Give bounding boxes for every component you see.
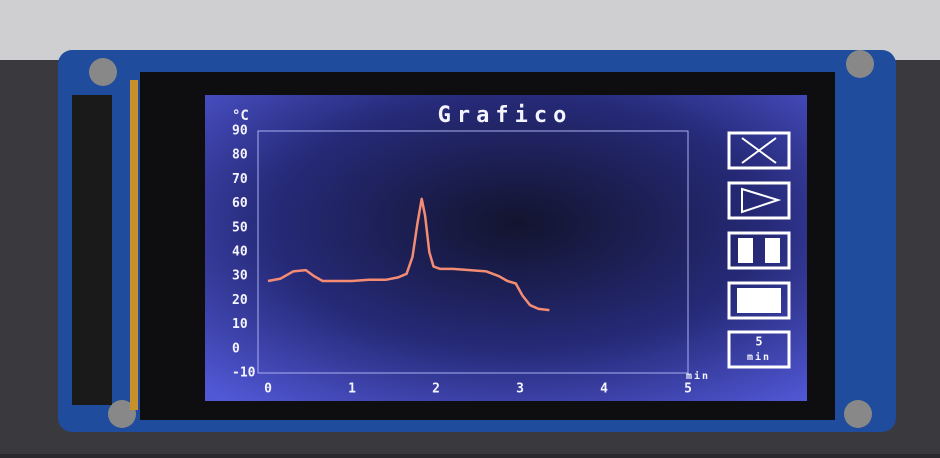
y-tick-label: -10 xyxy=(232,366,256,381)
x-tick-label: 5 xyxy=(684,382,692,397)
photo: Grafico °C min 5 min -100102030405060708… xyxy=(0,0,940,454)
x-axis-label: min xyxy=(686,370,710,382)
y-tick-label: 20 xyxy=(232,293,248,308)
y-tick-label: 60 xyxy=(232,196,248,211)
y-tick-label: 80 xyxy=(232,148,248,163)
pause-icon xyxy=(765,238,780,263)
pause-icon xyxy=(738,238,753,263)
y-tick-label: 0 xyxy=(232,341,240,356)
x-tick-label: 4 xyxy=(600,382,608,397)
mount-hole xyxy=(844,400,872,428)
x-tick-label: 1 xyxy=(348,382,356,397)
mount-hole xyxy=(89,58,117,86)
x-tick-label: 0 xyxy=(264,382,272,397)
y-tick-label: 70 xyxy=(232,172,248,187)
pin-header xyxy=(72,95,112,405)
x-tick-label: 3 xyxy=(516,382,524,397)
y-tick-label: 30 xyxy=(232,269,248,284)
y-tick-label: 10 xyxy=(232,317,248,332)
x-tick-label: 2 xyxy=(432,382,440,397)
range-button-label: 5 xyxy=(755,335,762,349)
y-tick-label: 40 xyxy=(232,245,248,260)
y-tick-label: 90 xyxy=(232,124,248,139)
range-button-label: min xyxy=(747,351,771,363)
stop-icon xyxy=(737,288,781,313)
screen xyxy=(205,95,807,401)
y-tick-label: 50 xyxy=(232,220,248,235)
y-axis-label: °C xyxy=(232,108,249,124)
mount-hole xyxy=(846,50,874,78)
ribbon xyxy=(130,80,138,410)
chart-title: Grafico xyxy=(438,103,573,128)
page: Grafico °C min 5 min -100102030405060708… xyxy=(0,0,940,458)
